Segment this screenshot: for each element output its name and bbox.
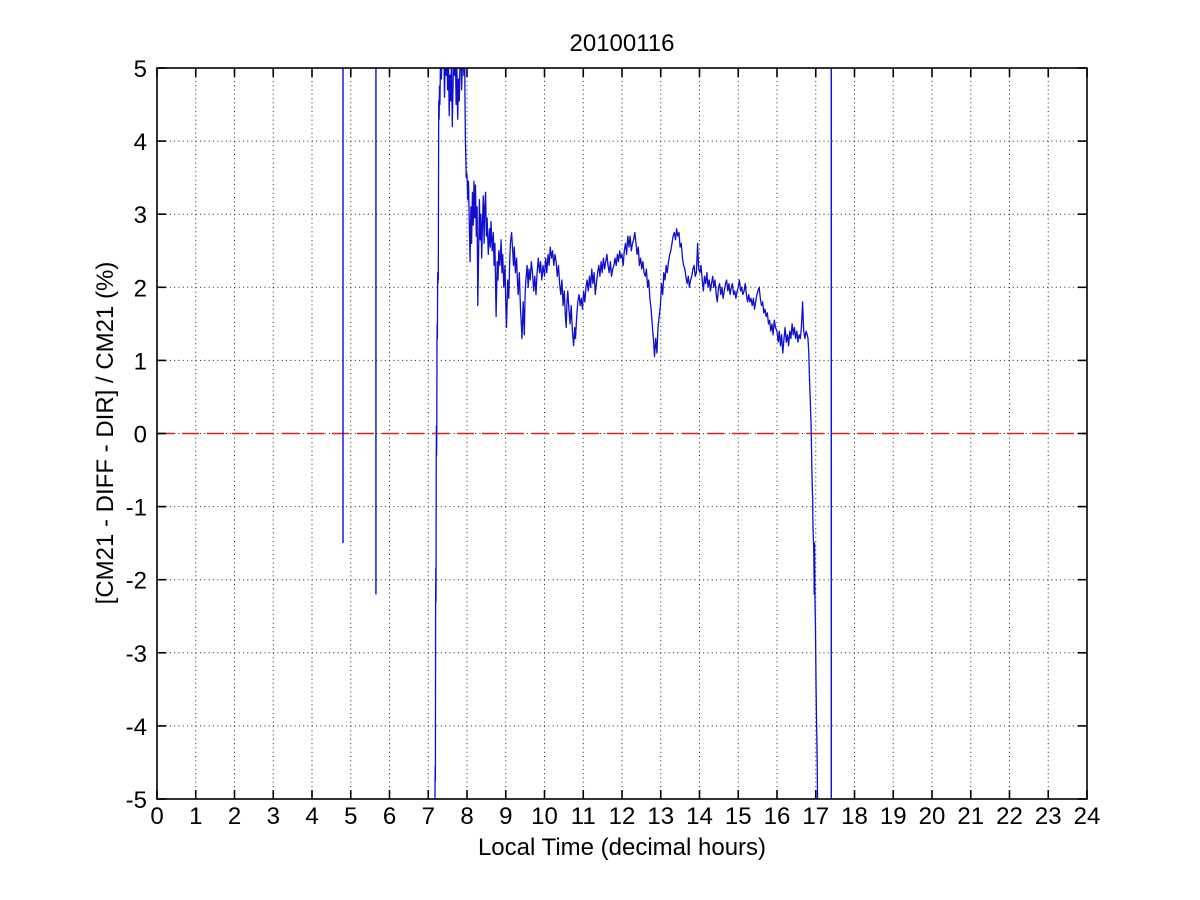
x-axis-label: Local Time (decimal hours) [477, 834, 767, 861]
chart-title: 20100116 [569, 30, 675, 57]
y-tick-label: 0 [134, 422, 147, 449]
y-tick-label: 3 [134, 202, 147, 229]
x-tick-label: 5 [344, 803, 357, 830]
x-tick-label: 14 [686, 803, 713, 830]
y-tick-label: -4 [126, 714, 147, 741]
x-tick-label: 6 [383, 803, 396, 830]
x-tick-label: 9 [499, 803, 512, 830]
x-tick-label: 19 [880, 803, 907, 830]
x-tick-label: 3 [267, 803, 280, 830]
y-tick-label: -1 [126, 495, 147, 522]
x-tick-label: 7 [422, 803, 435, 830]
x-tick-label: 22 [996, 803, 1023, 830]
y-axis-label: [CM21 - DIFF - DIR] / CM21 (%) [92, 261, 119, 605]
y-tick-label: -3 [126, 641, 147, 668]
x-tick-label: 24 [1074, 803, 1101, 830]
x-tick-label: 17 [802, 803, 829, 830]
x-tick-label: 15 [725, 803, 752, 830]
y-tick-label: 4 [134, 129, 147, 156]
x-tick-label: 0 [150, 803, 163, 830]
x-tick-label: 13 [647, 803, 674, 830]
x-tick-label: 4 [305, 803, 318, 830]
x-tick-label: 11 [571, 803, 596, 830]
data-series-line [434, 68, 819, 799]
x-tick-label: 18 [841, 803, 868, 830]
x-tick-label: 20 [919, 803, 946, 830]
x-tick-label: 10 [531, 803, 558, 830]
x-tick-label: 8 [460, 803, 473, 830]
x-tick-label: 1 [189, 803, 202, 830]
x-tick-label: 16 [764, 803, 791, 830]
x-tick-label: 21 [957, 803, 984, 830]
x-tick-label: 12 [609, 803, 636, 830]
x-tick-label: 2 [228, 803, 241, 830]
y-tick-label: 1 [134, 348, 147, 375]
y-tick-label: 2 [134, 275, 147, 302]
x-tick-label: 23 [1035, 803, 1062, 830]
y-tick-label: -5 [126, 787, 147, 814]
y-tick-label: -2 [126, 568, 147, 595]
y-tick-label: 5 [134, 56, 147, 83]
